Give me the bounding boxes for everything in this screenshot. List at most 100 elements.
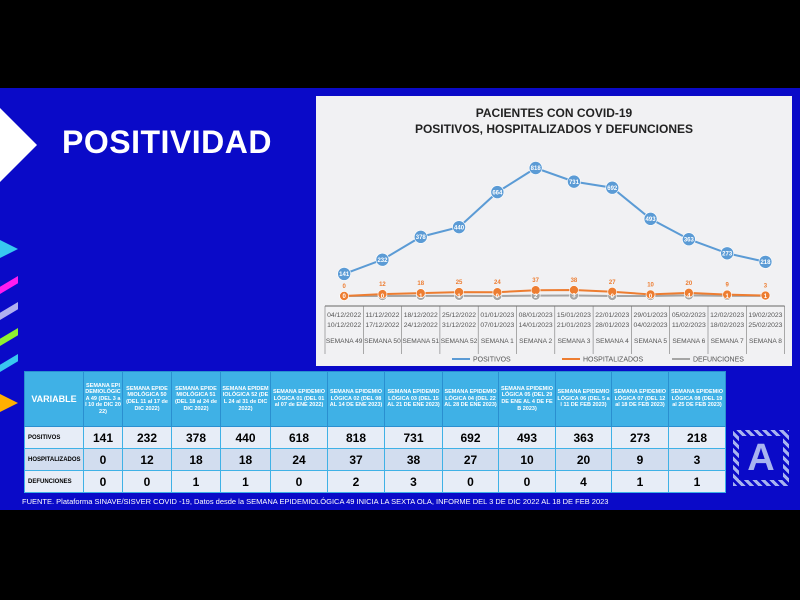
legend-label: DEFUNCIONES <box>693 357 744 364</box>
slide: POSITIVIDAD PACIENTES CON COVID-19 POSITI… <box>0 88 800 510</box>
x-tick-label: 29/01/2023 <box>634 312 668 319</box>
row-label: POSITIVOS <box>24 426 84 449</box>
table-cell: 692 <box>442 426 499 449</box>
data-point <box>643 212 658 226</box>
column-header-week: SEMANA EPIDEMIOLÓGICA 49 (DEL 3 al 10 de… <box>83 371 123 427</box>
data-label: 378 <box>416 235 427 241</box>
data-point <box>528 161 543 175</box>
data-label: 0 <box>611 294 615 300</box>
data-label: 692 <box>607 186 618 192</box>
data-label: 1 <box>419 294 423 300</box>
x-tick-label: SEMANA 51 <box>402 338 439 345</box>
x-tick-label: 08/01/2023 <box>519 312 553 319</box>
table-cell: 1 <box>220 470 271 493</box>
data-point <box>569 285 579 295</box>
x-tick-label: SEMANA 50 <box>364 338 401 345</box>
table-cell: 378 <box>171 426 221 449</box>
x-tick-label: SEMANA 5 <box>634 338 667 345</box>
table-cell: 20 <box>555 448 612 471</box>
data-label: 37 <box>532 278 539 284</box>
data-label: 1 <box>457 294 461 300</box>
table-cell: 0 <box>122 470 172 493</box>
x-tick-label: 07/01/2023 <box>480 322 514 329</box>
stripe-decoration <box>0 328 18 346</box>
data-label: 0 <box>342 294 346 300</box>
column-header-week: SEMANA EPIDEMIOLÓGICA 03 (DEL 15 AL 21 D… <box>384 371 443 427</box>
series-line-defunciones <box>344 294 766 298</box>
table-cell: 0 <box>442 470 499 493</box>
x-tick-label: 31/12/2022 <box>442 322 476 329</box>
column-header-week: SEMANA EPIDEMIOLÓGICA 06 (DEL 5 al 11 DE… <box>555 371 612 427</box>
legend: POSITIVOS HOSPITALIZADOS DEFUNCIONES <box>452 357 744 364</box>
chart: PACIENTES CON COVID-19 POSITIVOS, HOSPITA… <box>316 96 792 366</box>
data-point <box>492 287 503 298</box>
chart-title: PACIENTES CON COVID-19 <box>476 106 633 120</box>
column-header-week: SEMANA EPIDEMIOLÓGICA 02 (DEL 08 AL 14 D… <box>327 371 385 427</box>
table-cell: 618 <box>270 426 328 449</box>
x-tick-label: SEMANA 4 <box>596 338 629 345</box>
logo: A <box>733 430 789 486</box>
table-cell: 141 <box>83 426 123 449</box>
data-label: 0 <box>342 284 346 290</box>
column-header-week: SEMANA EPIDEMIOLÓGICA 05 (DEL 29 DE ENE … <box>498 371 556 427</box>
data-label: 3 <box>764 284 768 290</box>
data-point <box>645 289 656 300</box>
data-label: 4 <box>687 294 691 300</box>
data-label: 20 <box>686 281 693 287</box>
series-line-positivos <box>343 166 766 275</box>
x-tick-label: 24/12/2022 <box>404 322 438 329</box>
line-chart: PACIENTES CON COVID-19 POSITIVOS, HOSPITA… <box>324 106 785 364</box>
data-point <box>682 232 696 246</box>
x-tick-label: 19/02/2023 <box>748 312 782 319</box>
source-footnote: FUENTE. Plataforma SINAVE/SISVER COVID -… <box>22 497 609 506</box>
data-point <box>605 180 620 195</box>
stripe-decoration <box>0 276 18 294</box>
table-cell: 9 <box>611 448 669 471</box>
stripe-decoration <box>0 394 18 412</box>
data-point <box>415 288 426 298</box>
data-point <box>607 286 618 297</box>
column-header-week: SEMANA EPIDEMIOLÓGICA 01 (DEL 01 al 07 d… <box>270 371 328 427</box>
table-cell: 1 <box>171 470 221 493</box>
data-point <box>337 267 351 281</box>
data-label: 440 <box>454 225 465 231</box>
page-title: POSITIVIDAD <box>62 124 272 160</box>
x-tick-label: SEMANA 49 <box>326 338 363 345</box>
table-cell: 24 <box>270 448 328 471</box>
row-label: DEFUNCIONES <box>24 470 84 493</box>
x-tick-label: 25/02/2023 <box>748 322 782 329</box>
data-label: 2 <box>534 294 538 300</box>
data-label: 363 <box>684 237 695 243</box>
data-point <box>413 230 428 244</box>
x-tick-label: 15/01/2023 <box>557 312 591 319</box>
data-point <box>567 174 581 189</box>
column-header-week: SEMANA EPIDEMIOLÓGICA 07 (DEL 12 al 18 D… <box>611 371 669 427</box>
table-cell: 273 <box>611 426 669 449</box>
table-cell: 0 <box>83 470 123 493</box>
x-tick-label: 11/02/2023 <box>672 322 706 329</box>
data-label: 25 <box>456 280 463 286</box>
data-label: 18 <box>417 281 424 287</box>
data-label: 0 <box>649 294 653 300</box>
x-tick-label: 01/01/2023 <box>480 312 514 319</box>
table-cell: 37 <box>327 448 385 471</box>
x-tick-label: SEMANA 1 <box>481 338 514 345</box>
series-line-hospitalizados <box>344 289 766 297</box>
table-cell: 0 <box>270 470 328 493</box>
table-cell: 363 <box>555 426 612 449</box>
table-cell: 3 <box>668 448 726 471</box>
table-cell: 27 <box>442 448 499 471</box>
data-point <box>722 289 732 300</box>
x-tick-label: 18/02/2023 <box>710 322 744 329</box>
data-label: 818 <box>531 166 542 172</box>
data-label: 3 <box>572 294 576 300</box>
column-header-variable: VARIABLE <box>24 371 84 427</box>
column-header-week: SEMANA EPIDEMIOLÓGICA 50 (DEL 11 al 17 d… <box>122 371 172 427</box>
data-label: 232 <box>377 258 388 264</box>
table-cell: 3 <box>384 470 443 493</box>
data-table: VARIABLE SEMANA EPIDEMIOLÓGICA 49 (DEL 3 … <box>24 371 726 493</box>
data-point <box>758 255 773 269</box>
column-header-week: SEMANA EPIDEMIOLÓGICA 08 (DEL 19 al 25 D… <box>668 371 726 427</box>
data-label: 731 <box>569 180 580 186</box>
x-tick-label: SEMANA 52 <box>441 338 478 345</box>
